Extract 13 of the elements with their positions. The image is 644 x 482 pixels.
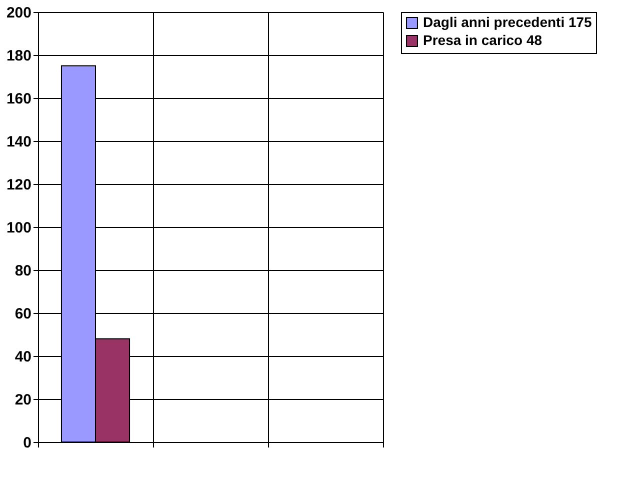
- y-tick-label: 120: [6, 176, 32, 194]
- y-tick-label: 140: [6, 134, 32, 150]
- y-tick-label: 20: [14, 392, 32, 408]
- y-tick-label: 0: [23, 434, 32, 452]
- y-tick-label: 60: [14, 306, 32, 322]
- y-tick-label: 100: [6, 220, 32, 236]
- legend-label: Presa in carico 48: [423, 32, 542, 48]
- y-tick-label: 40: [14, 348, 32, 366]
- y-tick-label: 200: [6, 4, 32, 22]
- y-tick-label: 180: [6, 48, 32, 64]
- y-tick-label: 80: [14, 262, 32, 280]
- y-tick-label: 160: [6, 90, 32, 108]
- legend-label: Dagli anni precedenti 175: [423, 14, 592, 30]
